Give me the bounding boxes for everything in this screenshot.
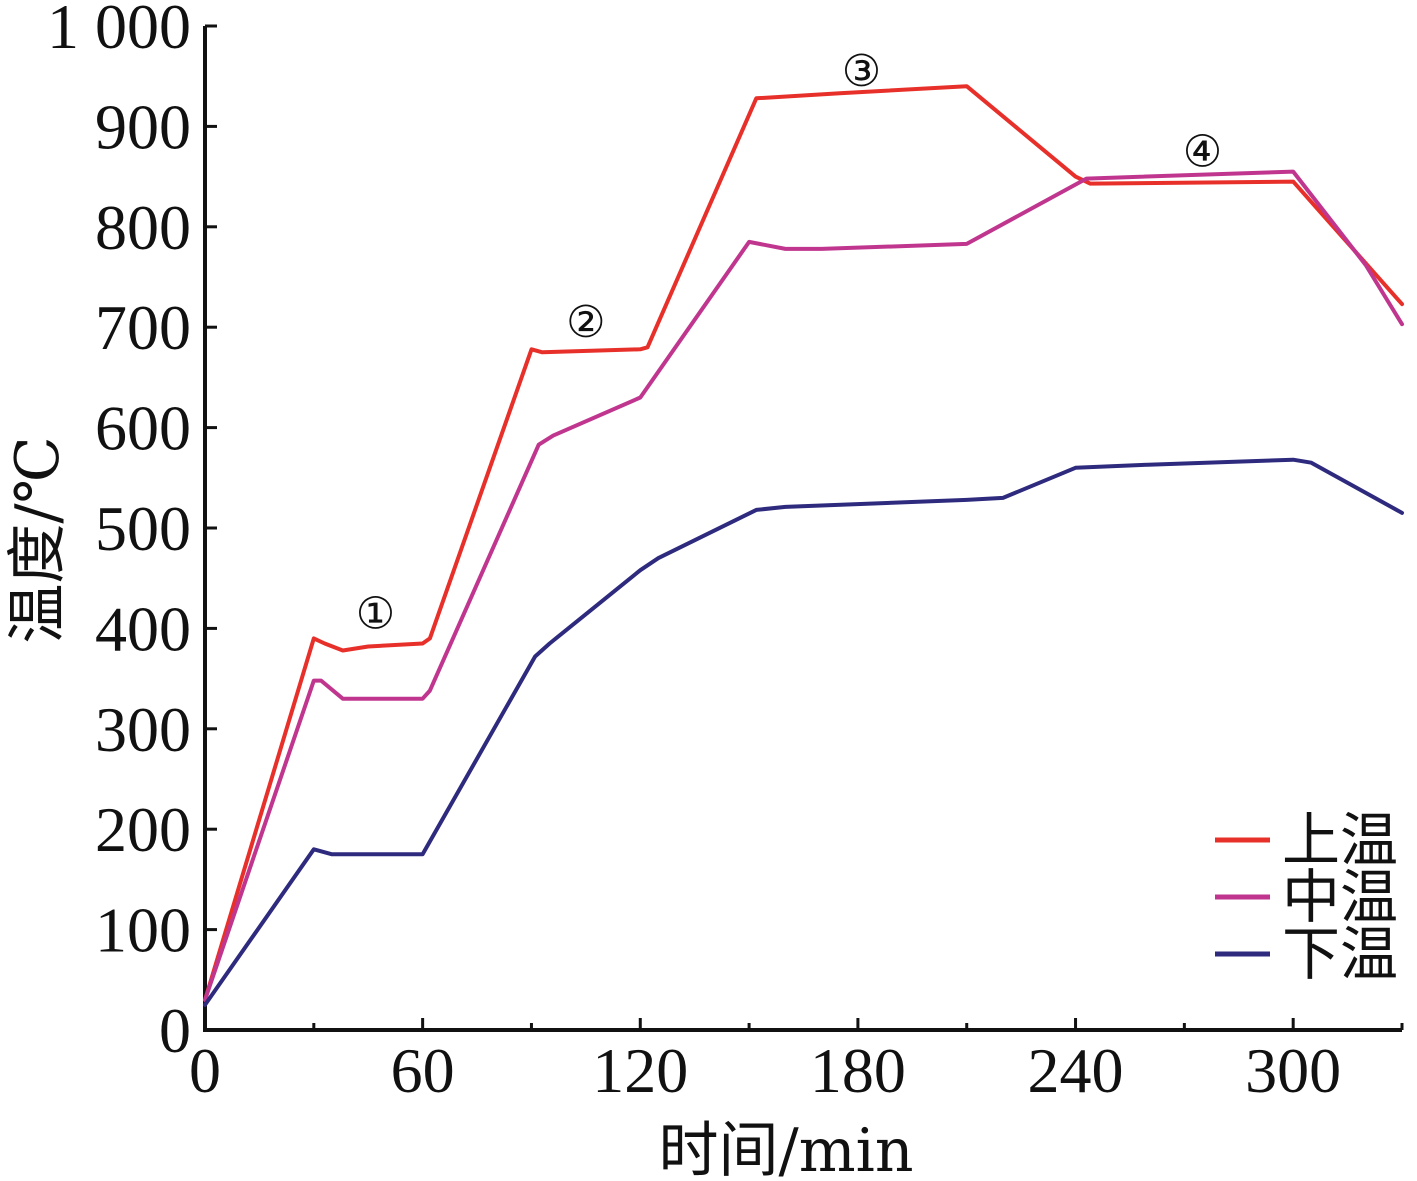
- y-tick-label: 600: [95, 393, 191, 464]
- y-axis-title: 温度/℃: [3, 436, 73, 643]
- y-tick-label: 500: [95, 493, 191, 564]
- stage-annotation: ③: [842, 46, 881, 97]
- legend-label: 中温: [1282, 863, 1398, 931]
- series-line: [203, 457, 1404, 1007]
- x-tick-label: 0: [189, 1035, 221, 1106]
- x-axis-title: 时间/min: [659, 1116, 914, 1181]
- stage-annotation: ①: [356, 588, 395, 639]
- series-layer: [203, 84, 1404, 1007]
- y-tick-label: 700: [95, 292, 191, 363]
- y-tick-label: 0: [159, 995, 191, 1066]
- y-tick-label: 900: [95, 91, 191, 162]
- y-tick-label: 200: [95, 794, 191, 865]
- series-line: [203, 169, 1404, 1002]
- series-line: [203, 84, 1404, 1002]
- annotation-layer: ① ② ③ ④: [356, 46, 1222, 639]
- y-tick-label: 100: [95, 895, 191, 966]
- y-tick-label: 300: [95, 694, 191, 765]
- y-tick-label: 800: [95, 192, 191, 263]
- x-tick-label: 240: [1028, 1035, 1124, 1106]
- x-tick-label: 120: [592, 1035, 688, 1106]
- y-tick-label: 400: [95, 593, 191, 664]
- stage-annotation: ②: [566, 297, 605, 348]
- x-tick-label: 60: [391, 1035, 455, 1106]
- stage-annotation: ④: [1183, 127, 1222, 178]
- x-tick-label: 180: [810, 1035, 906, 1106]
- axes: 0 100 200 300 400 500 600 700 800 900 1 000 0 60 120 1…: [47, 0, 1404, 1106]
- y-tick-label: 1 000: [47, 0, 191, 62]
- legend-label: 下温: [1282, 920, 1398, 988]
- x-tick-label: 300: [1245, 1035, 1341, 1106]
- legend-label: 上温: [1282, 806, 1398, 874]
